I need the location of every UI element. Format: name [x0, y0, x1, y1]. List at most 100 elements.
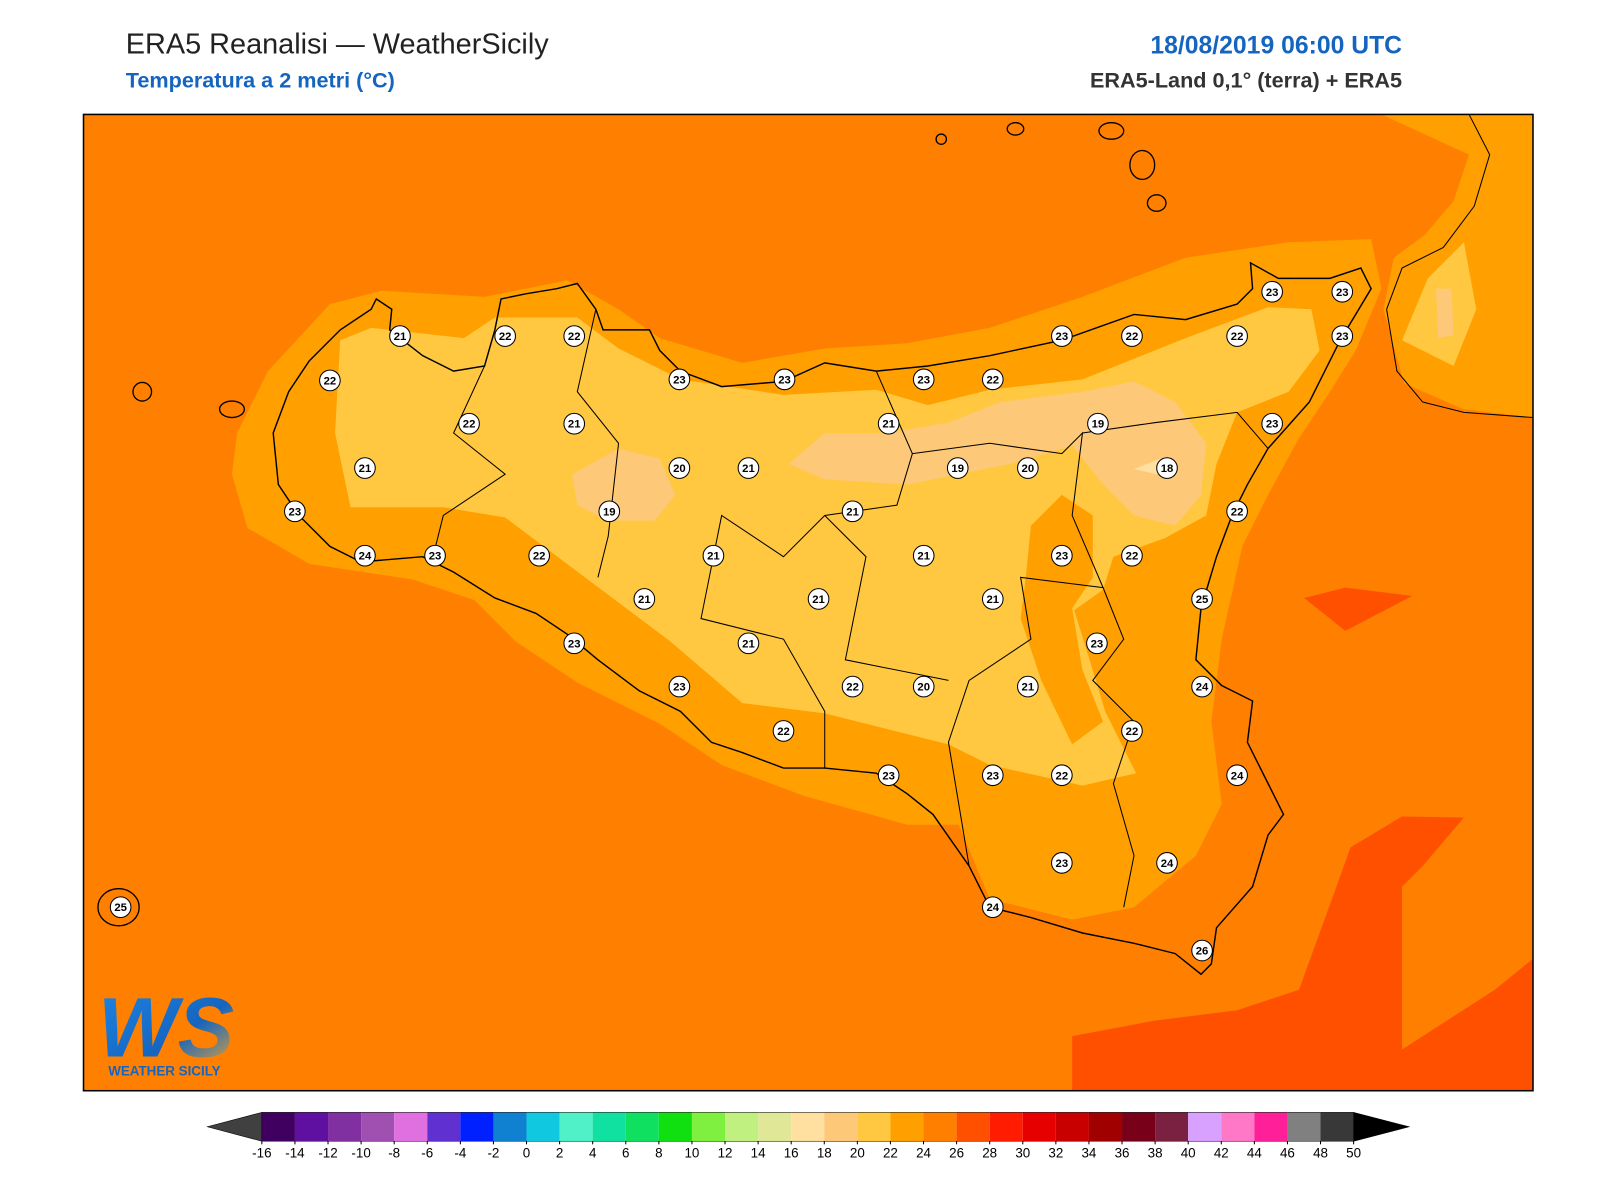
colorbar-tick-label: 22 [883, 1146, 898, 1161]
station-value: 21 [707, 551, 720, 563]
station-value: 20 [917, 682, 930, 694]
station-value: 23 [986, 770, 999, 782]
colorbar-tick-label: -2 [487, 1146, 499, 1161]
temperature-zone [1072, 816, 1533, 1091]
island [1146, 194, 1167, 213]
station-value: 23 [1056, 858, 1069, 870]
station-marker [912, 544, 935, 567]
colorbar-segment [559, 1112, 593, 1142]
colorbar-segment [923, 1112, 957, 1142]
station-marker [458, 412, 480, 435]
colorbar-segment [1022, 1112, 1056, 1142]
colorbar-tick-label: -10 [351, 1146, 370, 1161]
colorbar-segment [328, 1112, 362, 1142]
logo-name: WEATHER SICILY [108, 1063, 220, 1078]
station-marker [354, 457, 376, 479]
station-marker [1261, 412, 1283, 435]
station-value: 19 [603, 506, 616, 518]
colorbar-tick-label: 36 [1115, 1146, 1130, 1161]
station-marker [354, 544, 376, 567]
colorbar-segment [1088, 1112, 1123, 1142]
station-marker [912, 675, 935, 698]
colorbar-tick-label: 4 [589, 1146, 597, 1161]
station-value: 22 [568, 331, 581, 343]
station-value: 23 [429, 551, 442, 563]
station-value: 21 [638, 594, 651, 606]
colorbar-segment [261, 1112, 295, 1142]
island [1129, 149, 1156, 181]
island [218, 400, 245, 419]
station-marker [563, 412, 586, 435]
colorbar-segment [460, 1112, 494, 1142]
date: 18/08/2019 06:00 UTC [1150, 33, 1402, 60]
station-marker [494, 325, 516, 347]
station-value: 20 [673, 463, 686, 475]
colorbar-tick-label: 30 [1015, 1146, 1030, 1161]
station-value: 21 [812, 594, 825, 606]
boundary [700, 370, 913, 769]
station-value: 22 [777, 726, 790, 738]
station-value: 19 [951, 463, 964, 475]
station-value: 23 [778, 374, 791, 386]
colorbar-tick-label: 16 [784, 1146, 799, 1161]
coastline [272, 261, 1372, 976]
station-marker [981, 368, 1004, 391]
colorbar-segment [725, 1112, 759, 1142]
station-value: 23 [1056, 331, 1069, 343]
station-marker [668, 675, 691, 698]
island [132, 381, 153, 402]
station-value: 22 [324, 375, 337, 387]
colorbar-segment [658, 1112, 692, 1142]
colorbar-tick-label: 12 [718, 1146, 733, 1161]
station-marker [1226, 325, 1248, 347]
subtitle: Temperatura a 2 metri (°C) [126, 68, 395, 93]
station-value: 22 [499, 331, 512, 343]
colorbar-segment [989, 1112, 1023, 1142]
station-value: 23 [1091, 638, 1104, 650]
colorbar-tick-label: -4 [454, 1146, 466, 1161]
station-marker [1226, 764, 1248, 787]
station-value: 21 [359, 463, 372, 475]
colorbar-tick-label: 0 [523, 1146, 530, 1161]
colorbar-segment [1055, 1112, 1089, 1142]
temperature-zone [1436, 288, 1454, 339]
colorbar-segment [361, 1112, 395, 1142]
colorbar-segment [1155, 1112, 1189, 1142]
colorbar-segment [526, 1112, 560, 1142]
station-value: 25 [1196, 594, 1209, 606]
station-marker [1191, 675, 1213, 698]
colorbar-tick-label: 2 [556, 1146, 563, 1161]
colorbar-segment [1320, 1112, 1354, 1142]
station-marker [528, 544, 550, 567]
station-value: 21 [394, 331, 407, 343]
station-value: 25 [114, 902, 127, 914]
colorbar-tick-label: 32 [1048, 1146, 1063, 1161]
station-value: 21 [1022, 682, 1035, 694]
colorbar-segment [1221, 1112, 1255, 1142]
station-value: 23 [289, 506, 302, 518]
station-value: 21 [742, 463, 755, 475]
station-marker [1156, 852, 1178, 874]
station-value: 18 [1161, 463, 1174, 475]
station-marker [1156, 457, 1178, 479]
station-marker [912, 368, 935, 391]
temperature-zone [572, 448, 676, 521]
station-value: 23 [673, 374, 686, 386]
colorbar-segment [625, 1112, 659, 1142]
station-marker [981, 588, 1004, 610]
station-marker [946, 457, 969, 479]
colorbar-tick-label: 20 [850, 1146, 865, 1161]
colorbar-segment [592, 1112, 626, 1142]
station-value: 26 [1196, 946, 1209, 958]
colorbar-tick-label: 48 [1313, 1146, 1328, 1161]
station-value: 22 [1231, 331, 1244, 343]
station-marker [1226, 500, 1248, 523]
colorbar-frame [261, 1112, 1354, 1142]
station-marker [668, 368, 691, 391]
station-marker [841, 675, 864, 698]
station-marker [1121, 720, 1143, 742]
station-value: 22 [1231, 506, 1244, 518]
station-marker [598, 500, 621, 523]
